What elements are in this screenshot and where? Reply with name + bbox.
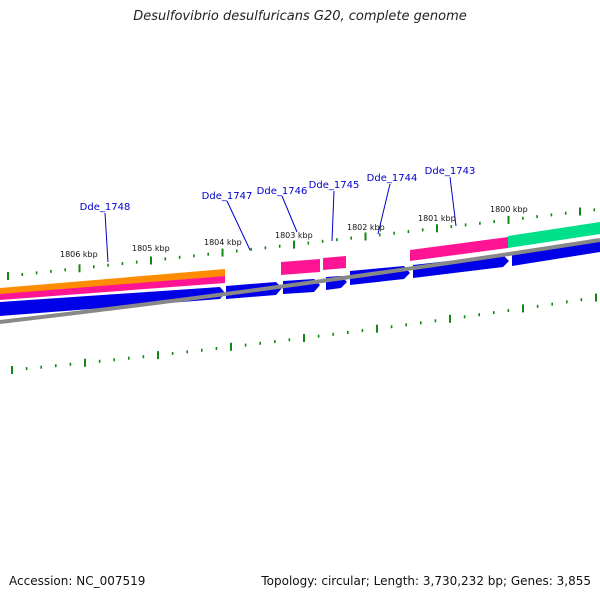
leader-line-dde-1747	[226, 200, 251, 251]
gene-arrow-right[interactable]	[512, 240, 600, 266]
scale-label: 1806 kbp	[60, 250, 98, 259]
scale-label: 1800 kbp	[490, 205, 528, 214]
scale-label: 1801 kbp	[418, 214, 456, 223]
green-track-band[interactable]	[508, 222, 600, 248]
gene-label-dde-1745[interactable]: Dde_1745	[309, 180, 360, 191]
gene-arrow-dde-1748[interactable]	[0, 287, 225, 316]
genome-backbone	[0, 238, 600, 324]
magenta-track-band-1746[interactable]	[281, 259, 320, 275]
scale-label: 1804 kbp	[204, 238, 242, 247]
leader-line-dde-1743	[449, 176, 457, 227]
leader-line-dde-1746	[281, 195, 298, 233]
orange-track-band[interactable]	[0, 269, 225, 295]
inner-scale-ticks	[11, 293, 597, 374]
gene-label-dde-1743[interactable]: Dde_1743	[425, 166, 476, 177]
gene-label-dde-1746[interactable]: Dde_1746	[257, 186, 308, 197]
magenta-track-band-1743[interactable]	[410, 237, 508, 261]
scale-label: 1802 kbp	[347, 223, 385, 232]
gene-labels: Dde_1748 Dde_1747 Dde_1746 Dde_1745 Dde_…	[80, 166, 476, 213]
scale-label: 1805 kbp	[132, 244, 170, 253]
magenta-track-band-1745[interactable]	[323, 256, 346, 270]
genome-info-text: Topology: circular; Length: 3,730,232 bp…	[261, 574, 591, 588]
outer-scale-ticks	[7, 207, 596, 280]
gene-label-leaders	[104, 176, 457, 263]
leader-line-dde-1748	[104, 212, 109, 263]
leader-line-dde-1744	[377, 183, 391, 235]
gene-label-dde-1747[interactable]: Dde_1747	[202, 191, 253, 202]
magenta-track-band-left[interactable]	[0, 276, 225, 300]
leader-line-dde-1745	[331, 190, 335, 242]
scale-labels: 1806 kbp 1805 kbp 1804 kbp 1803 kbp 1802…	[60, 205, 528, 259]
gene-arrow-dde-1743[interactable]	[413, 255, 509, 278]
page-title: Desulfovibrio desulfuricans G20, complet…	[133, 9, 467, 24]
scale-label: 1803 kbp	[275, 231, 313, 240]
gene-label-dde-1744[interactable]: Dde_1744	[367, 173, 418, 184]
gene-label-dde-1748[interactable]: Dde_1748	[80, 202, 131, 213]
accession-text: Accession: NC_007519	[9, 574, 146, 588]
